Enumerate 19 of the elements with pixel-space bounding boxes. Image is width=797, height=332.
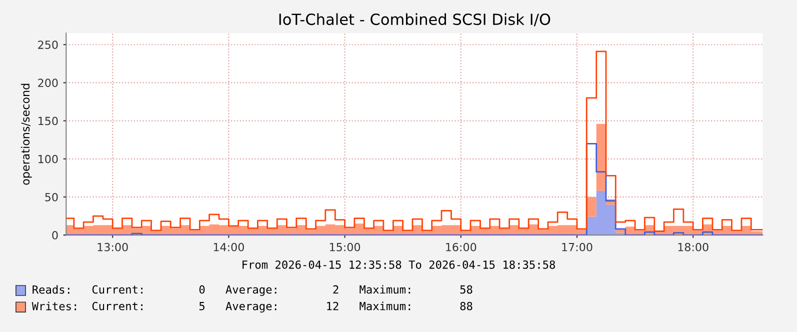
- y-axis-title: operations/second: [20, 84, 32, 185]
- y-tick-label: 200: [38, 78, 58, 88]
- y-tick-label: 0: [52, 231, 58, 240]
- y-tick-label: 150: [38, 116, 58, 126]
- y-tick-label: 250: [38, 40, 58, 50]
- x-tick-label: 18:00: [678, 242, 708, 252]
- x-tick-label: 16:00: [446, 242, 476, 252]
- x-tick-label: 13:00: [98, 242, 128, 252]
- chart-title: IoT-Chalet - Combined SCSI Disk I/O: [279, 13, 550, 26]
- y-tick-label: 50: [45, 192, 58, 202]
- legend-label: Writes:: [32, 302, 76, 310]
- legend-label: Reads:: [32, 285, 70, 294]
- text: Current: 0 Average: 2 Maximum: 58: [92, 285, 472, 296]
- x-tick-label: 14:00: [214, 242, 244, 252]
- x-tick-label: 17:00: [562, 242, 592, 252]
- y-tick-label: 100: [38, 154, 58, 164]
- text: Current: 5 Average: 12 Maximum: 88: [92, 302, 472, 313]
- x-tick-label: 15:00: [330, 242, 360, 252]
- text: From 2026-04-15 12:35:58 To 2026-04-15 18:35:58: [242, 260, 555, 269]
